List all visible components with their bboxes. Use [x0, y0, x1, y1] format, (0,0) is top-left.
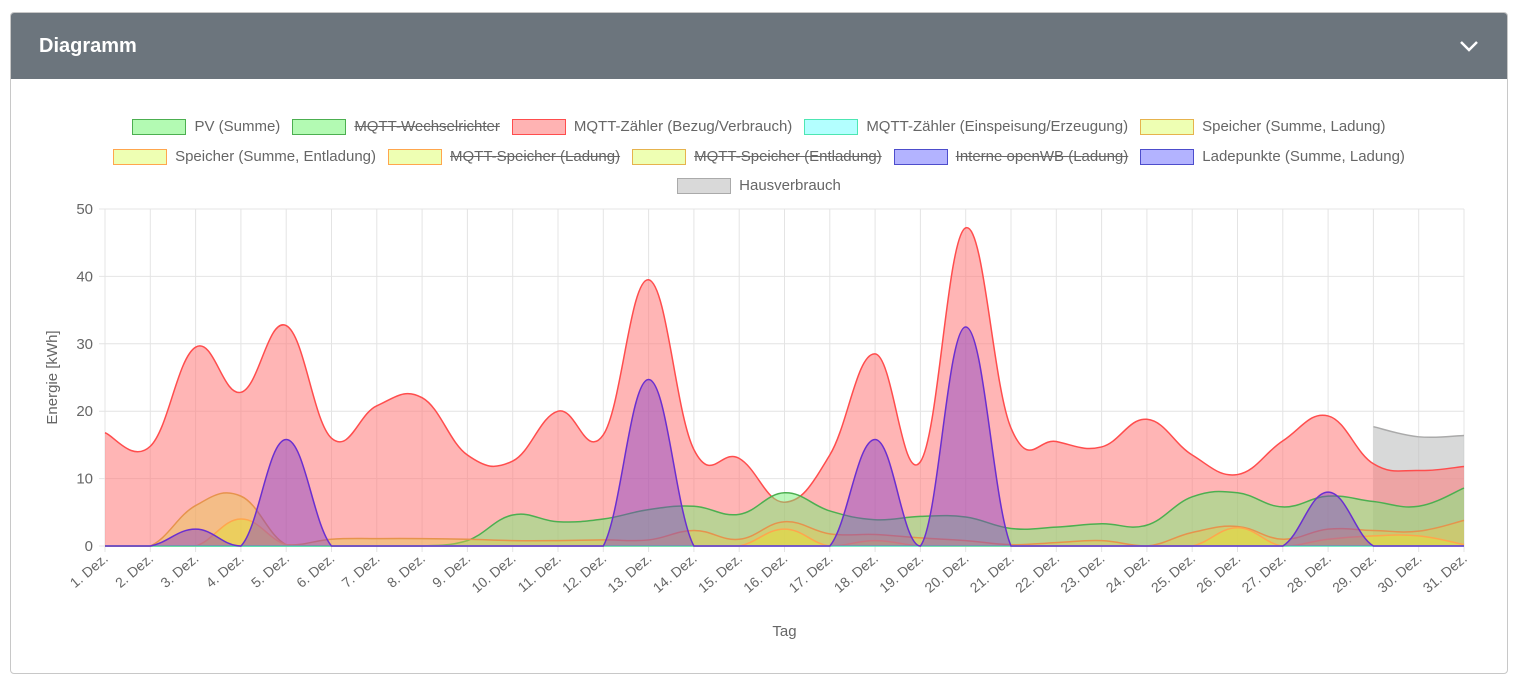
y-tick-label: 10 [76, 471, 93, 488]
x-tick-label: 26. Dez. [1193, 550, 1243, 596]
legend-item[interactable]: Hausverbrauch [677, 177, 841, 194]
legend-label: Speicher (Summe, Ladung) [1202, 118, 1386, 135]
legend-item[interactable]: MQTT-Speicher (Ladung) [388, 148, 620, 165]
x-tick-label: 5. Dez. [248, 550, 292, 591]
legend-row: Speicher (Summe, Entladung) MQTT-Speicher… [11, 148, 1507, 165]
legend-swatch [511, 118, 566, 135]
legend-item[interactable]: Speicher (Summe, Ladung) [1140, 118, 1386, 135]
legend-label: MQTT-Wechselrichter [354, 118, 500, 135]
legend-label: Hausverbrauch [739, 177, 841, 194]
x-tick-label: 9. Dez. [429, 550, 473, 591]
area-pv-summe- [105, 488, 1464, 546]
y-axis-title: Energie [kWh] [44, 330, 61, 424]
x-tick-label: 10. Dez. [468, 550, 518, 596]
legend-swatch [132, 118, 187, 135]
legend-label: MQTT-Zähler (Bezug/Verbrauch) [573, 118, 793, 135]
legend-swatch [632, 148, 687, 165]
legend-item[interactable]: MQTT-Wechselrichter [292, 118, 500, 135]
chart-plot: 0 10 20 30 40 50 1. Dez. 2. Dez. 3. Dez. 4. Dez. 5… [44, 201, 1470, 640]
x-tick-label: 23. Dez. [1057, 550, 1107, 596]
legend-row: Hausverbrauch [11, 177, 1507, 194]
x-tick-label: 3. Dez. [157, 550, 201, 591]
x-tick-label: 4. Dez. [203, 550, 247, 591]
line-hausverbrauch [1373, 425, 1465, 439]
legend-label: Speicher (Summe, Entladung) [175, 148, 376, 165]
x-tick-label: 31. Dez. [1420, 550, 1470, 596]
x-axis-title: Tag [772, 623, 796, 640]
legend-item[interactable]: Speicher (Summe, Entladung) [113, 148, 376, 165]
x-tick-label: 14. Dez. [650, 550, 700, 596]
legend-label: MQTT-Speicher (Entladung) [694, 148, 882, 165]
x-tick-label: 17. Dez. [786, 550, 836, 596]
legend-label: Interne openWB (Ladung) [955, 148, 1129, 165]
legend-label: MQTT-Speicher (Ladung) [450, 148, 621, 165]
x-tick-label: 8. Dez. [384, 550, 428, 591]
card-header[interactable]: Diagramm [11, 13, 1507, 79]
x-tick-label: 29. Dez. [1329, 550, 1379, 596]
legend-swatch [677, 177, 732, 194]
legend-item[interactable]: MQTT-Zähler (Einspeisung/Erzeugung) [804, 118, 1128, 135]
x-tick-label: 20. Dez. [921, 550, 971, 596]
x-tick-label: 18. Dez. [831, 550, 881, 596]
legend-item[interactable]: Ladepunkte (Summe, Ladung) [1140, 148, 1405, 165]
legend-swatch [804, 118, 859, 135]
y-tick-label: 20 [76, 403, 93, 420]
x-tick-label: 16. Dez. [740, 550, 790, 596]
legend-item[interactable]: MQTT-Speicher (Entladung) [632, 148, 882, 165]
legend-row: PV (Summe) MQTT-Wechselrichter MQTT-Zähler… [11, 118, 1507, 135]
x-tick-label: 30. Dez. [1374, 550, 1424, 596]
legend-swatch [1140, 118, 1195, 135]
legend-item[interactable]: MQTT-Zähler (Bezug/Verbrauch) [511, 118, 793, 135]
legend-item[interactable]: PV (Summe) [132, 118, 280, 135]
area-mqtt-z-hler-bezug-verbrauch- [105, 227, 1464, 547]
x-tick-label: 7. Dez. [338, 550, 382, 591]
x-tick-label: 13. Dez. [604, 550, 654, 596]
x-tick-label: 24. Dez. [1103, 550, 1153, 596]
legend-swatch [113, 148, 168, 165]
x-tick-label: 11. Dez. [514, 550, 563, 595]
legend-swatch [1140, 148, 1195, 165]
x-tick-label: 12. Dez. [559, 550, 609, 596]
x-tick-label: 2. Dez. [112, 550, 156, 591]
area-speicher-summe-entladung- [105, 519, 1464, 546]
legend-swatch [292, 118, 347, 135]
x-tick-label: 15. Dez. [695, 550, 745, 596]
card-title: Diagramm [39, 34, 137, 57]
y-tick-label: 0 [85, 538, 93, 555]
legend-label: MQTT-Zähler (Einspeisung/Erzeugung) [866, 118, 1129, 135]
x-tick-label: 22. Dez. [1012, 550, 1062, 596]
x-tick-label: 28. Dez. [1284, 550, 1334, 596]
chevron-down-icon[interactable] [1459, 40, 1479, 52]
y-tick-label: 50 [76, 201, 93, 218]
y-tick-label: 40 [76, 268, 93, 285]
area-ladepunkte-summe-ladung- [105, 326, 1464, 546]
chart-card: Diagramm PV (Summe) MQTT-Wechselrichter MQ… [10, 12, 1508, 674]
legend-item[interactable]: Interne openWB (Ladung) [893, 148, 1129, 165]
legend-label: Ladepunkte (Summe, Ladung) [1202, 148, 1405, 165]
x-tick-label: 27. Dez. [1239, 550, 1289, 596]
x-tick-label: 19. Dez. [876, 550, 926, 596]
x-tick-label: 25. Dez. [1148, 550, 1198, 596]
legend-swatch [893, 148, 948, 165]
legend-label: PV (Summe) [194, 118, 281, 135]
line-ladepunkte-summe-ladung- [105, 326, 1464, 547]
x-tick-label: 6. Dez. [293, 550, 337, 591]
x-tick-label: 1. Dez. [67, 550, 111, 591]
legend-swatch [388, 148, 442, 165]
x-tick-label: 21. Dez. [967, 550, 1017, 596]
y-tick-label: 30 [76, 336, 93, 353]
